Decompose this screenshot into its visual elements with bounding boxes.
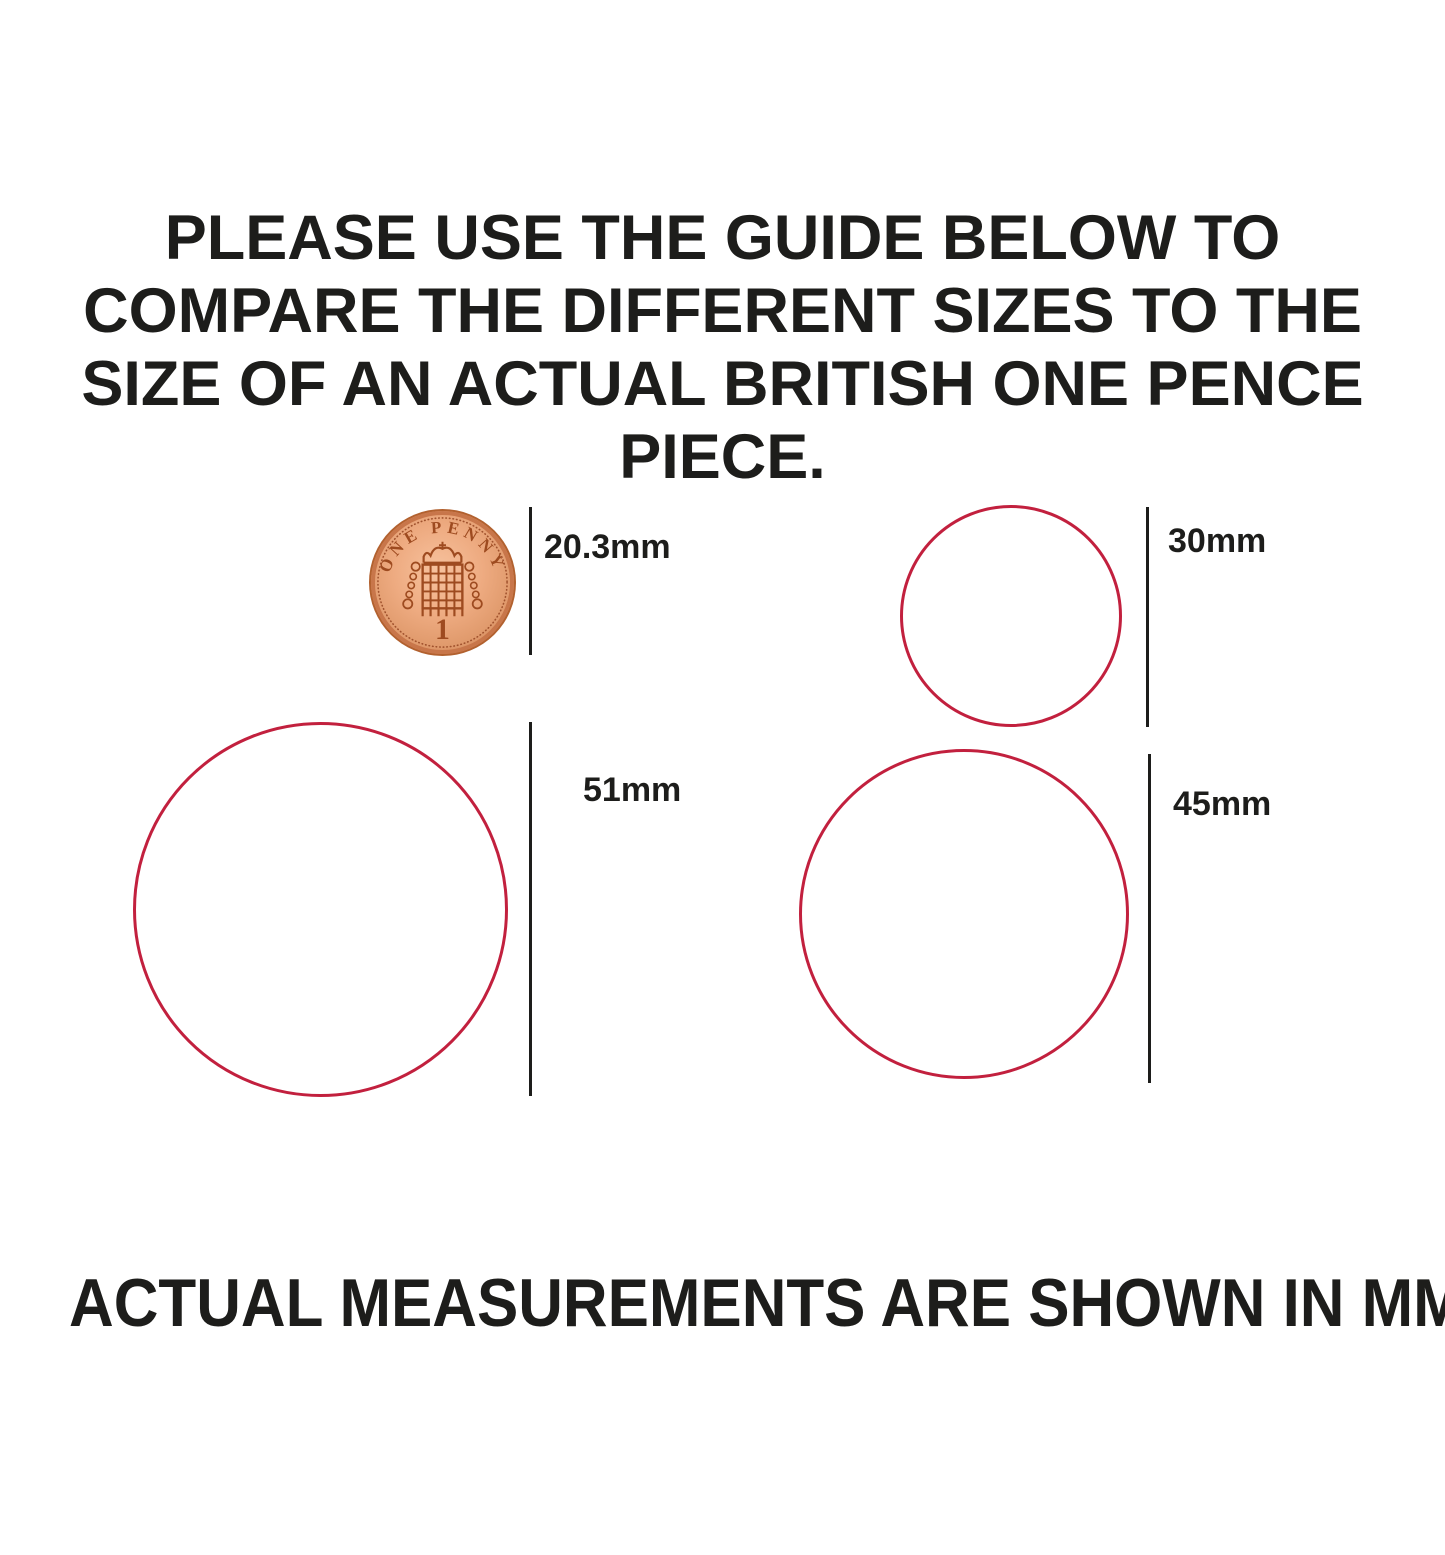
- title-line-2: COMPARE THE DIFFERENT SIZES TO THE: [83, 276, 1362, 346]
- measure-label-45mm: 45mm: [1173, 785, 1272, 823]
- measure-label-20-3mm: 20.3mm: [544, 528, 671, 566]
- size-circle-51mm: [133, 722, 508, 1097]
- measure-label-30mm: 30mm: [1168, 522, 1267, 560]
- title-line-1: PLEASE USE THE GUIDE BELOW TO: [164, 203, 1281, 273]
- coin-rim-band: [370, 510, 515, 655]
- title-line-3: SIZE OF AN ACTUAL BRITISH ONE PENCE: [81, 349, 1364, 419]
- size-circle-30mm: [900, 505, 1122, 727]
- measure-line-20-3mm: [529, 507, 532, 655]
- measure-line-30mm: [1146, 507, 1149, 727]
- coin-dotted-ring: [377, 517, 508, 648]
- footer-note: ACTUAL MEASUREMENTS ARE SHOWN IN MM: [69, 1265, 1445, 1341]
- penny-coin-graphic: ONE PENNY 1: [368, 508, 517, 657]
- measure-line-45mm: [1148, 754, 1151, 1083]
- page-title: PLEASE USE THE GUIDE BELOW TO COMPARE TH…: [0, 202, 1445, 494]
- size-circle-45mm: [799, 749, 1129, 1079]
- coin-denomination: 1: [435, 613, 450, 646]
- title-line-4: PIECE.: [619, 422, 826, 492]
- penny-coin-figure: ONE PENNY 1: [368, 508, 517, 657]
- portcullis-graphic: [402, 541, 483, 617]
- measure-label-51mm: 51mm: [583, 771, 682, 809]
- footer: ACTUAL MEASUREMENTS ARE SHOWN IN MM: [0, 1264, 1445, 1342]
- measure-line-51mm: [529, 722, 532, 1096]
